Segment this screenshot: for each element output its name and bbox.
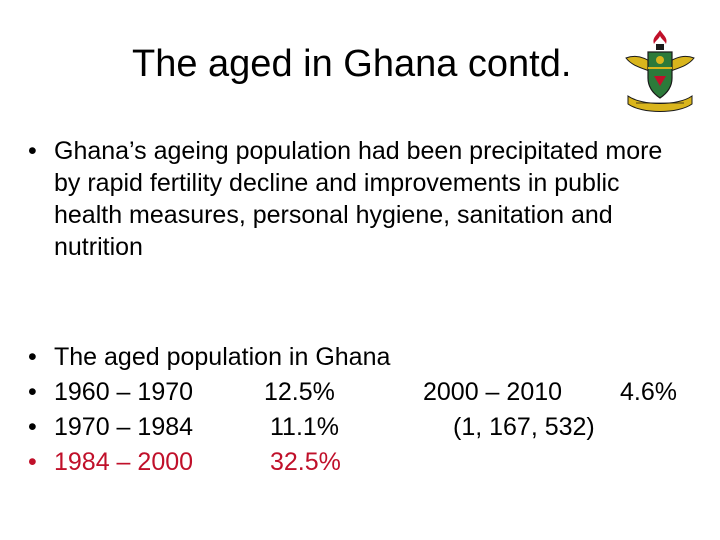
bullet-marker: • [28, 448, 37, 476]
rate-1970-1984: 11.1% [270, 413, 340, 441]
bullet-marker: • [28, 378, 37, 406]
rate-2000-2010: 4.6% [620, 378, 677, 406]
slide-title: The aged in Ghana contd. [132, 43, 572, 85]
rate-1960-1970: 12.5% [264, 378, 335, 406]
intro-bullet-text: Ghana’s ageing population had been preci… [54, 137, 663, 261]
university-crest-icon [625, 30, 695, 112]
rate-1984-2000: 32.5% [270, 448, 341, 476]
period-1960-1970: 1960 – 1970 [54, 378, 194, 406]
population-count-note: (1, 167, 532) [453, 413, 595, 441]
bullet-marker: • [28, 413, 37, 441]
bullet-marker: • [28, 137, 37, 165]
intro-bullet: • Ghana’s ageing population had been pre… [28, 135, 708, 263]
period-2000-2010: 2000 – 2010 [423, 378, 563, 406]
bullet-marker: • [28, 343, 37, 371]
list-heading: The aged population in Ghana [54, 343, 391, 371]
period-1970-1984: 1970 – 1984 [54, 413, 194, 441]
period-1984-2000: 1984 – 2000 [54, 448, 194, 476]
